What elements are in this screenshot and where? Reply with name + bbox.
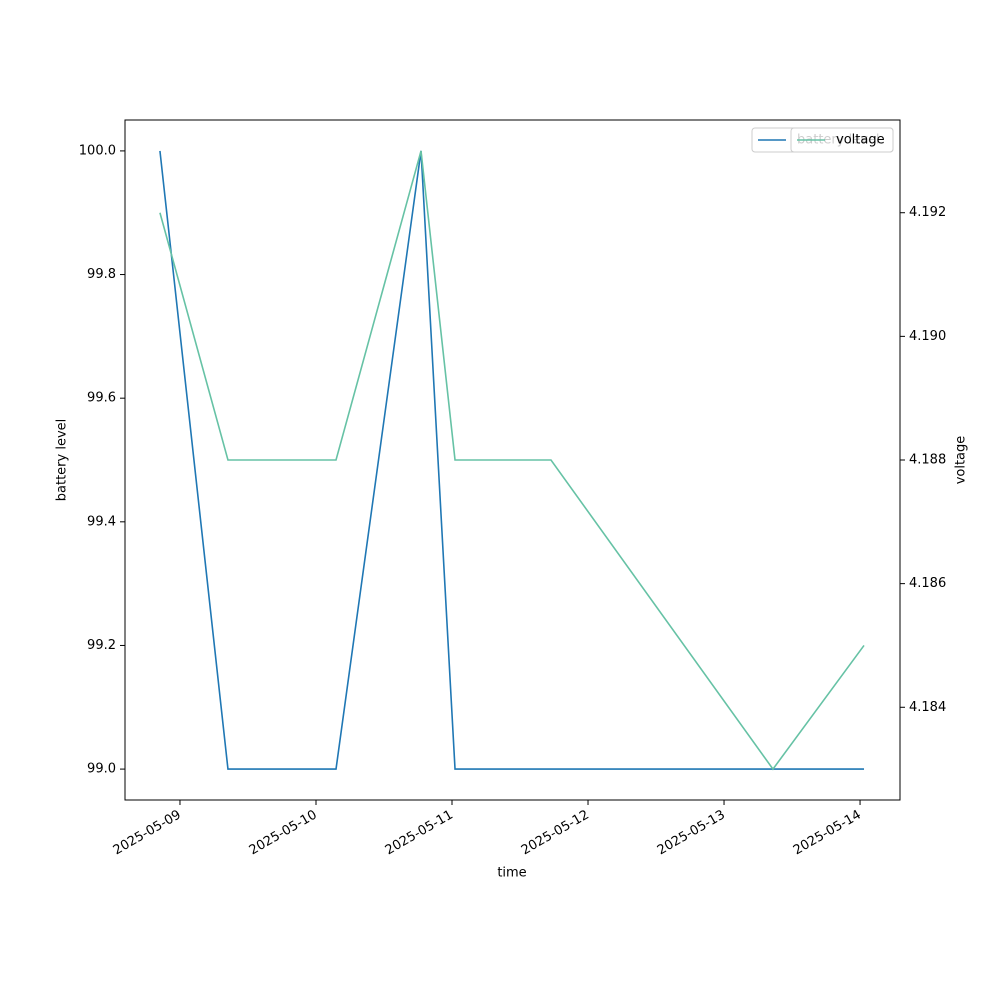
y-tick-label: 99.2: [87, 638, 116, 653]
x-tick-label: 2025-05-13: [655, 808, 728, 859]
x-tick-label: 2025-05-12: [519, 808, 592, 859]
y2-axis-label: voltage: [954, 436, 969, 485]
x-tick-label: 2025-05-09: [111, 808, 184, 859]
legend-label: voltage: [836, 133, 885, 148]
y-tick-label: 99.6: [87, 391, 116, 406]
y-tick-label: 99.4: [87, 514, 116, 529]
y-tick-label: 99.8: [87, 267, 116, 282]
plot-frame: [124, 119, 901, 801]
y2-tick-label: 4.186: [909, 576, 946, 591]
x-axis-label: time: [497, 866, 526, 881]
y2-tick-label: 4.190: [909, 329, 946, 344]
legend-box: [790, 127, 894, 153]
series-line: [159, 150, 865, 771]
series-line: [159, 150, 865, 770]
y2-tick-label: 4.184: [909, 700, 946, 715]
x-tick-label: 2025-05-10: [247, 808, 320, 859]
y2-tick-label: 4.192: [909, 205, 946, 220]
x-tick-label: 2025-05-14: [791, 808, 864, 859]
y-axis-label: battery level: [55, 419, 70, 502]
y-tick-label: 99.0: [87, 762, 116, 777]
y-tick-label: 100.0: [79, 143, 116, 158]
y2-tick-label: 4.188: [909, 453, 946, 468]
x-tick-label: 2025-05-11: [383, 808, 456, 859]
